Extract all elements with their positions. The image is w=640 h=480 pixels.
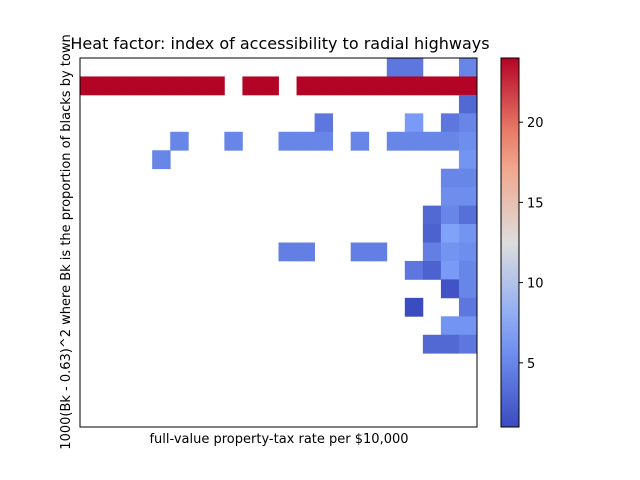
- heatmap-cell: [440, 205, 460, 225]
- plot-frame: [79, 57, 478, 428]
- heatmap-cell: [458, 242, 478, 262]
- colorbar-tick-label: 10: [527, 277, 544, 292]
- heatmap-cell: [458, 205, 478, 225]
- heatmap-cell: [152, 76, 171, 96]
- heatmap-cell: [80, 76, 99, 96]
- heatmap-cell: [386, 58, 406, 77]
- heatmap-cell: [314, 131, 334, 151]
- heatmap-cell: [458, 76, 478, 96]
- colorbar-frame: [500, 57, 520, 428]
- colorbar-tick-label: 15: [527, 196, 544, 211]
- heatmap-cell: [440, 242, 460, 262]
- heatmap-cell: [386, 76, 406, 96]
- heatmap-cell: [188, 76, 207, 96]
- heatmap-cell: [440, 224, 460, 243]
- heatmap-cell: [368, 76, 388, 96]
- heatmap-cell: [422, 76, 442, 96]
- heatmap-cell: [296, 76, 315, 96]
- heatmap-cell: [440, 131, 460, 151]
- heatmap-cell: [116, 76, 135, 96]
- heatmap-cell: [422, 131, 442, 151]
- heatmap-cell: [440, 334, 460, 354]
- heatmap-cell: [440, 113, 460, 133]
- heatmap-cell: [332, 76, 352, 96]
- heatmap-cell: [404, 131, 424, 151]
- heatmap-cell: [404, 58, 424, 77]
- x-axis-label: full-value property-tax rate per $10,000: [149, 432, 408, 447]
- heatmap-cell: [458, 113, 478, 133]
- heatmap-cell: [152, 150, 171, 170]
- heatmap-cell: [440, 260, 460, 280]
- heatmap-cell: [458, 279, 478, 299]
- colorbar: [501, 58, 519, 427]
- heatmap-cell: [458, 131, 478, 151]
- heatmap-cell: [422, 260, 442, 280]
- heatmap-cell: [206, 76, 225, 96]
- heatmap-cell: [458, 297, 478, 317]
- heatmap-cell: [440, 316, 460, 336]
- heatmap-cell: [314, 113, 334, 133]
- heatmap-cell: [386, 131, 406, 151]
- heatmap-cell: [458, 168, 478, 188]
- heatmap-cell: [296, 131, 315, 151]
- heatmap-cell: [458, 334, 478, 354]
- heatmap-cell: [422, 205, 442, 225]
- heatmap-cell: [404, 76, 424, 96]
- heatmap-cell: [350, 76, 370, 96]
- heatmap-cell: [350, 242, 370, 262]
- heatmap-cell: [422, 224, 442, 243]
- colorbar-tick-label: 5: [527, 357, 535, 372]
- heatmap-cell: [404, 113, 424, 133]
- heatmap-cell: [224, 131, 243, 151]
- heatmap-cell: [242, 76, 261, 96]
- heatmap-cell: [350, 131, 370, 151]
- heatmap-cell: [458, 187, 478, 206]
- heatmap-cell: [440, 76, 460, 96]
- colorbar-ticks: 5 10 15 20: [519, 116, 544, 372]
- heatmap-cell: [98, 76, 117, 96]
- heatmap-cell: [458, 316, 478, 336]
- heatmap-cell: [134, 76, 153, 96]
- heatmap-cell: [278, 131, 297, 151]
- chart-title: Heat factor: index of accessibility to r…: [70, 34, 489, 53]
- y-axis-label: 1000(Bk - 0.63)^2 where Bk is the propor…: [59, 34, 74, 449]
- heatmap-cell: [170, 131, 189, 151]
- heatmap-cell: [440, 168, 460, 188]
- heatmap-cell: [458, 150, 478, 170]
- heatmap-cell: [296, 242, 315, 262]
- heatmap-cell: [422, 334, 442, 354]
- heatmap-cell: [260, 76, 279, 96]
- heatmap-cell: [314, 76, 334, 96]
- heatmap-cells: [80, 58, 478, 354]
- heatmap-cell: [422, 242, 442, 262]
- heatmap-cell: [404, 260, 424, 280]
- heatmap-cell: [458, 224, 478, 243]
- heatmap-cell: [368, 242, 388, 262]
- heatmap-cell: [170, 76, 189, 96]
- heatmap-cell: [440, 279, 460, 299]
- heatmap-cell: [404, 297, 424, 317]
- heatmap-cell: [440, 187, 460, 206]
- heatmap-cell: [458, 58, 478, 77]
- heatmap-cell: [278, 242, 297, 262]
- heatmap-cell: [458, 94, 478, 114]
- colorbar-tick-label: 20: [527, 116, 544, 131]
- heatmap-cell: [458, 260, 478, 280]
